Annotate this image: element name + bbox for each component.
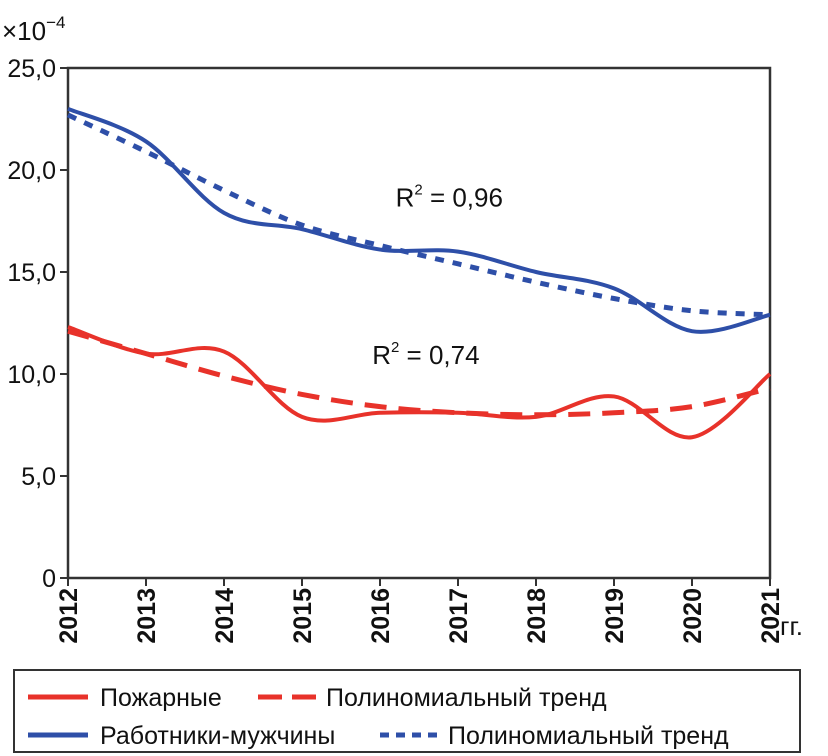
series-line-3	[66, 112, 771, 318]
series-lines	[66, 106, 772, 440]
x-axis-label: гг.	[780, 611, 803, 641]
x-tick-label: 2021	[757, 588, 785, 644]
x-tick-label: 2019	[601, 588, 629, 644]
y-tick-label: 15,0	[7, 259, 56, 287]
y-tick-label: 5,0	[21, 463, 56, 491]
y-axis: 0 5,0 10,0 15,0 20,0 25,0	[7, 55, 68, 593]
x-tick-label: 2017	[445, 588, 473, 644]
legend-label: Пожарные	[100, 684, 222, 712]
legend-label: Работники-мужчины	[100, 722, 335, 750]
x-tick-label: 2016	[367, 588, 395, 644]
legend-label: Полиномиальный тренд	[326, 684, 607, 712]
x-tick-label: 2018	[523, 588, 551, 644]
legend-box	[13, 669, 801, 753]
legend-label: Полиномиальный тренд	[448, 722, 729, 750]
y-tick-label: 20,0	[7, 157, 56, 185]
r-squared-label: R2 = 0,96	[396, 182, 503, 213]
x-axis: 2012 2013 2014 2015 2016 2017 2018 2019 2020 2021	[55, 578, 785, 644]
x-tick-label: 2020	[679, 588, 707, 644]
y-multiplier-label: ×10−4	[2, 13, 66, 46]
x-tick-label: 2012	[55, 588, 83, 644]
series-line-2	[67, 106, 771, 334]
y-tick-label: 10,0	[7, 361, 56, 389]
y-tick-label: 25,0	[7, 55, 56, 83]
plot-frame	[66, 66, 772, 580]
y-tick-label: 0	[42, 565, 56, 593]
legend: Пожарные Полиномиальный тренд Работники-му…	[28, 684, 729, 750]
annotations: R2 = 0,96 R2 = 0,74	[372, 182, 503, 370]
r-squared-label: R2 = 0,74	[372, 339, 479, 370]
series-line-1	[67, 328, 771, 418]
x-tick-label: 2014	[211, 588, 239, 644]
x-tick-label: 2015	[289, 588, 317, 644]
x-tick-label: 2013	[133, 588, 161, 644]
